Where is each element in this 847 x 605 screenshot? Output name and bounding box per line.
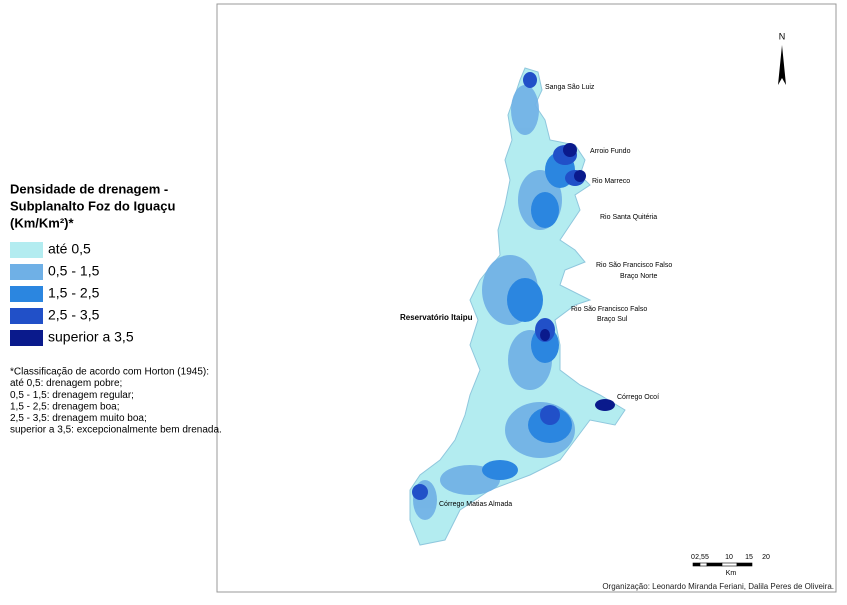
footnote: 1,5 - 2,5: drenagem boa; (10, 401, 120, 412)
map-label: Braço Sul (597, 316, 628, 323)
map-label: Rio São Francisco Falso (571, 306, 647, 313)
map-frame (216, 3, 837, 593)
credit: Organização: Leonardo Miranda Feriani, D… (602, 582, 834, 591)
map-label: Rio Marreco (592, 178, 630, 185)
footnote: superior a 3,5: excepcionalmente bem dre… (10, 425, 222, 436)
legend-label: superior a 3,5 (48, 329, 134, 345)
legend-title: Subplanalto Foz do Iguaçu (10, 198, 175, 213)
scale-segment (706, 562, 723, 567)
footnote: 2,5 - 3,5: drenagem muito boa; (10, 413, 147, 424)
scale-tick: 0 (691, 554, 695, 561)
territory (409, 67, 626, 546)
legend-swatch (10, 242, 43, 258)
scale-segment (721, 562, 738, 567)
density-patches (482, 152, 575, 480)
legend-swatch (10, 286, 43, 302)
scale-bar: 0 2,5 5 10 15 20 Km (691, 554, 770, 577)
legend-swatch (10, 264, 43, 280)
scale-tick: 15 (745, 554, 753, 561)
map-label: Reservatório Itaipu (400, 313, 473, 322)
legend-label: 0,5 - 1,5 (48, 263, 100, 279)
legend-swatch (10, 330, 43, 346)
map-label: Braço Norte (620, 273, 657, 280)
legend-swatch (10, 308, 43, 324)
legend-title: (Km/Km²)* (10, 215, 74, 230)
scale-segment (736, 562, 753, 567)
legend-title: Densidade de drenagem - (10, 181, 168, 196)
scale-segment (692, 562, 701, 567)
scale-tick: 10 (725, 554, 733, 561)
map-label: Sanga São Luiz (545, 84, 595, 91)
map-labels: Sanga São Luiz Arroio Fundo Rio Marreco Rio… (400, 84, 672, 508)
scale-tick: 20 (762, 554, 770, 561)
legend-label: 1,5 - 2,5 (48, 285, 100, 301)
footnote: *Classificação de acordo com Horton (194… (10, 367, 209, 378)
scale-tick: 5 (705, 554, 709, 561)
map-label: Rio Santa Quitéria (600, 214, 657, 221)
map-label: Rio São Francisco Falso (596, 262, 672, 269)
north-label: N (779, 31, 786, 41)
footnote: até 0,5: drenagem pobre; (10, 378, 122, 389)
legend-label: 2,5 - 3,5 (48, 307, 100, 323)
scale-segment (699, 562, 708, 567)
scale-unit: Km (726, 570, 737, 577)
north-arrow-shape (778, 45, 786, 85)
map-label: Arroio Fundo (590, 148, 631, 155)
density-patches (540, 143, 615, 411)
map-label: Córrego Matias Almada (439, 501, 512, 508)
scale-tick: 2,5 (695, 554, 705, 561)
map-label: Córrego Ocoí (617, 394, 659, 401)
legend: Densidade de drenagem - Subplanalto Foz d… (10, 181, 222, 436)
north-arrow: N (778, 31, 786, 85)
legend-label: até 0,5 (48, 241, 91, 257)
footnote: 0,5 - 1,5: drenagem regular; (10, 390, 134, 401)
